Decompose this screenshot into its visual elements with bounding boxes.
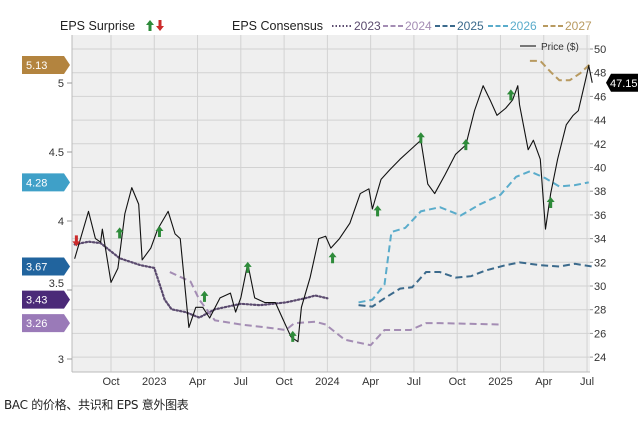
x-axis-tick-label: 2025 — [488, 376, 512, 388]
right-axis-tick-label: 44 — [594, 115, 606, 127]
eps-value-badge — [22, 56, 70, 75]
right-axis-tick-label: 30 — [594, 281, 606, 293]
right-axis-tick-label: 34 — [594, 234, 606, 246]
surprise-up-arrow-icon — [416, 132, 425, 144]
surprise-up-arrow-icon — [243, 261, 252, 273]
x-axis-tick-label: 2024 — [315, 376, 339, 388]
chart-caption: BAC 的价格、共识和 EPS 意外图表 — [4, 398, 189, 412]
eps-value-badge — [22, 290, 70, 309]
left-axis-tick-label: 3.5 — [49, 278, 64, 290]
surprise-up-arrow-icon — [155, 226, 164, 238]
legend-label-2025: 2025 — [457, 19, 484, 33]
eps-value-badge-label: 5.13 — [26, 60, 47, 72]
surprise-up-arrow-icon — [288, 330, 297, 342]
right-axis-tick-label: 38 — [594, 186, 606, 198]
surprise-up-arrow-icon — [373, 205, 382, 217]
surprise-down-arrow-icon — [72, 235, 81, 247]
right-axis-tick-label: 46 — [594, 91, 606, 103]
x-axis-tick-label: Oct — [449, 376, 466, 388]
price-value-badge — [606, 73, 638, 92]
eps-value-badge-label: 3.67 — [26, 262, 47, 274]
legend-label-2026: 2026 — [510, 19, 537, 33]
eps-value-badge-label: 4.28 — [26, 177, 47, 189]
surprise-up-arrow-icon — [328, 252, 337, 264]
legend-label-2024: 2024 — [405, 19, 432, 33]
legend-label-2027: 2027 — [565, 19, 592, 33]
consensus-line-2023 — [73, 240, 329, 319]
x-axis-tick-label: Oct — [276, 376, 293, 388]
surprise-up-arrow-icon — [506, 89, 515, 101]
consensus-legend-label: EPS Consensus — [232, 19, 323, 33]
x-axis-tick-label: Apr — [535, 376, 552, 388]
left-axis-tick-label: 4 — [58, 216, 64, 228]
surprise-up-arrow-icon — [546, 197, 555, 209]
left-axis-tick-label: 4.5 — [49, 147, 64, 159]
eps-value-badge-label: 3.43 — [26, 295, 47, 307]
x-axis-tick-label: Jul — [580, 376, 594, 388]
eps-value-badge — [22, 257, 70, 276]
right-axis-tick-label: 50 — [594, 44, 606, 56]
price-value-badge-label: 47.15 — [610, 78, 638, 90]
price-legend-label: Price ($) — [541, 42, 579, 53]
eps-value-badge — [22, 314, 70, 333]
right-axis-tick-label: 36 — [594, 210, 606, 222]
surprise-legend-label: EPS Surprise — [60, 19, 135, 33]
surprise-up-legend-icon — [146, 20, 154, 31]
right-axis-tick-label: 28 — [594, 305, 606, 317]
right-axis-tick-label: 24 — [594, 352, 606, 364]
x-axis-tick-label: 2023 — [142, 376, 166, 388]
eps-value-badge-label: 3.26 — [26, 318, 47, 330]
legend-label-2023: 2023 — [354, 19, 381, 33]
right-axis-tick-label: 40 — [594, 163, 606, 175]
eps-value-badge — [22, 173, 70, 192]
consensus-line-2026 — [358, 170, 589, 304]
consensus-line-2027 — [529, 59, 592, 82]
consensus-line-2025 — [358, 261, 593, 308]
left-axis-tick-label: 5 — [58, 78, 64, 90]
right-axis-tick-label: 32 — [594, 257, 606, 269]
left-axis-tick-label: 3 — [58, 354, 64, 366]
x-axis-tick-label: Apr — [189, 376, 206, 388]
surprise-down-legend-icon — [156, 20, 164, 31]
consensus-line-2024 — [169, 271, 501, 347]
plot-area — [72, 35, 590, 372]
surprise-up-arrow-icon — [200, 290, 209, 302]
surprise-up-arrow-icon — [115, 227, 124, 239]
right-axis-tick-label: 48 — [594, 68, 606, 80]
right-axis-tick-label: 26 — [594, 328, 606, 340]
x-axis-tick-label: Jul — [234, 376, 248, 388]
price-line — [74, 65, 593, 343]
right-axis-tick-label: 42 — [594, 139, 606, 151]
x-axis-tick-label: Apr — [362, 376, 379, 388]
x-axis-tick-label: Jul — [407, 376, 421, 388]
surprise-up-arrow-icon — [461, 139, 470, 151]
x-axis-tick-label: Oct — [102, 376, 119, 388]
